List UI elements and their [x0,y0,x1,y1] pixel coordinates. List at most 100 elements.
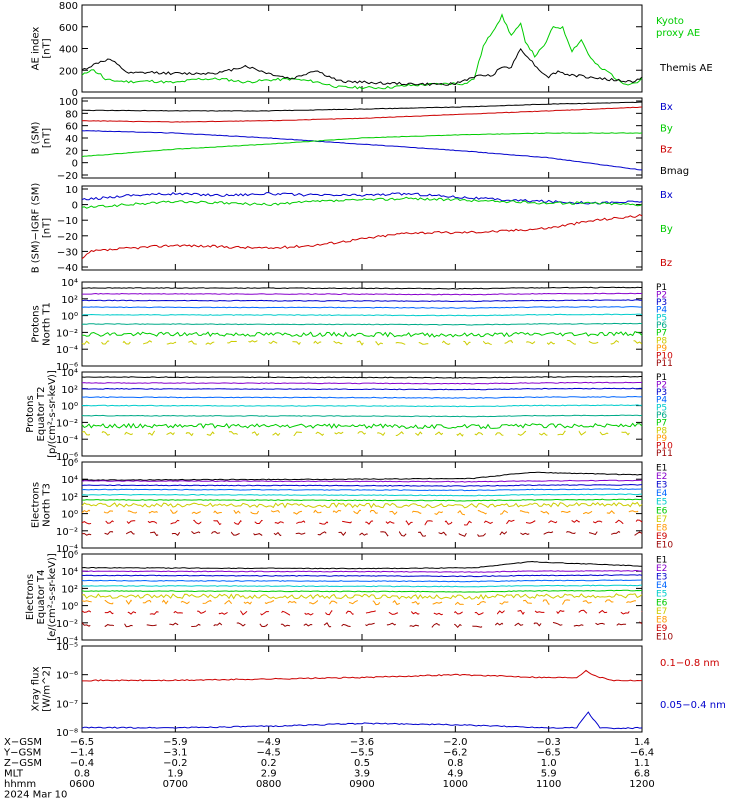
panel-4-legend-p3: P3 [656,388,667,398]
panel-6-channel-E7-line [81,593,643,600]
panel-3-legend-p11: P11 [656,359,673,369]
ae-index-ylabel-line: [nT] [42,38,53,58]
panel-4-channel-P3-line [81,387,642,391]
panel-5-legend-e6: E6 [656,506,668,516]
axis-row-value: 0.5 [354,758,370,769]
panel-1-legend-bmag: Bmag [660,166,689,177]
panel-2-series-line [81,191,643,205]
panel-1-series-line [81,130,642,171]
axis-row-value: 2.9 [261,769,277,780]
panel-4-channel-P8-line [81,430,643,437]
panel-6-legend-e4: E4 [656,581,668,591]
panel-4-channel-P1-line [81,375,642,379]
panel-1-ylabel: B (SM) [nT] [31,121,53,154]
panel-4-ylabel-line: Protons [25,395,36,432]
panel-4-legend-p10: P10 [656,442,673,452]
panel-6-ylabel: Electrons Equator T4 [e/(cm²-s-sr-keV)] [25,553,58,641]
axis-row-value: −3.6 [350,737,374,748]
panel-6-legend-e6: E6 [656,598,668,608]
panel-2-ylabel-line: B (SM)−IGRF (SM) [31,183,42,274]
axis-row-value: 1.0 [541,758,557,769]
axis-row-value: 0900 [349,779,374,790]
axis-row-label: Z−GSM [4,758,42,769]
panel-3-ylabel-line: Protons [31,305,42,342]
panel-4-ytick-label: 10⁴ [61,368,78,379]
axis-row-value: 0.2 [261,758,277,769]
panel-3-legend-p9: P9 [656,344,667,354]
axis-row-label: hhmm [4,779,36,790]
panel-3-channel-P8-line [81,339,643,346]
panel-4-legend-p9: P9 [656,434,667,444]
panel-6-legend-e7: E7 [656,607,667,617]
panel-2-ylabel-line: [nT] [42,218,53,238]
axis-row-value: −6.5 [70,737,94,748]
panel-2-ytick-label: −40 [57,263,78,274]
panel-3-channel-P3-line [81,299,643,303]
panel-2-ytick-label: 10 [65,185,78,196]
panel-4-legend-p5: P5 [656,403,667,413]
axis-row-value: 0600 [69,779,94,790]
panel-6-channel-E6-line [81,589,643,593]
panel-1-ylabel-line: B (SM) [31,121,42,154]
xray-legend-long: 0.1−0.8 nm [660,658,719,669]
panel-6-legend-e2: E2 [656,564,667,574]
panel-6-channel-E8-line [81,599,643,606]
panel-4-legend-p6: P6 [656,411,667,421]
panel-0-ytick-label: 200 [59,66,78,77]
panel-6-ytick-label: 10² [61,584,78,595]
xray-series-line [82,669,642,682]
axis-row-value: −6.5 [537,748,561,759]
panel-6-ylabel-line: Electrons [25,574,36,620]
panel-6-ytick-label: 10⁻⁴ [56,636,78,647]
axis-row-value: −0.4 [70,758,94,769]
panel-6-channel-E9-line [81,609,643,616]
panel-1-ytick-label: 0 [72,159,78,170]
panel-5-ytick-label: 10⁴ [61,475,78,486]
ae-legend-kyoto-line: Kyoto [656,16,684,27]
panel-1-series-line [81,101,642,112]
panel-3-channel-P4-line [81,306,643,309]
axis-row-value: 6.8 [634,769,650,780]
panel-0-ytick-label: 600 [59,23,78,34]
panel-3-channel-P1-line [81,286,642,290]
panel-3-channel-P6-line [81,322,643,326]
ae-index-ylabel: AE index [nT] [31,27,53,71]
panel-7-ytick-label: 10⁻⁷ [56,699,78,710]
panel-3-legend-p10: P10 [656,352,673,362]
axis-row-value: 1.4 [634,737,650,748]
axis-row-value: −5.9 [163,737,187,748]
axis-row-value: 0700 [163,779,188,790]
axis-row-value: 1200 [629,779,654,790]
panel-5-channel-E3-line [81,483,643,487]
panel-6-channel-E4-line [81,579,643,583]
panel-6-legend-e10: E10 [656,633,673,643]
panel-6-ytick-label: 10⁰ [61,602,78,613]
axis-row-value: −2.0 [443,737,467,748]
panel-5-channel-E9-line [81,519,643,526]
panel-2-legend-by: By [660,224,673,235]
panel-2-ytick-label: −20 [57,232,78,243]
panel-4-ytick-label: 10² [61,385,78,396]
panel-5-channel-E7-line [81,501,643,509]
panel-1-legend-bx: Bx [660,102,673,113]
axis-row-value: −5.5 [350,748,374,759]
ae-legend-themis-line: Themis AE [659,63,713,74]
axis-row-value: 3.9 [354,769,370,780]
xray-flux-ylabel: Xray flux [W/m^2] [31,666,53,712]
panel-3-legend-p1: P1 [656,283,667,293]
axis-row-value: 1.9 [167,769,183,780]
panel-3-ytick-label: 10² [61,295,78,306]
date-label: 2024 Mar 10 [4,790,67,800]
panel-3-legend-p3: P3 [656,298,667,308]
axis-row-value: 5.9 [541,769,557,780]
panel-2-series-line [81,196,643,209]
panel-6-channel-E3-line [81,574,643,578]
axis-row-value: 1100 [536,779,561,790]
panel-6-legend-e1: E1 [656,555,667,565]
panel-2-ytick-label: −30 [57,247,78,258]
panel-6-channel-E1-line [81,560,643,570]
panel-3-legend-p7: P7 [656,329,667,339]
panel-7-ytick-label: 10⁻⁵ [56,642,78,653]
panel-0-ytick-label: 400 [59,45,78,56]
